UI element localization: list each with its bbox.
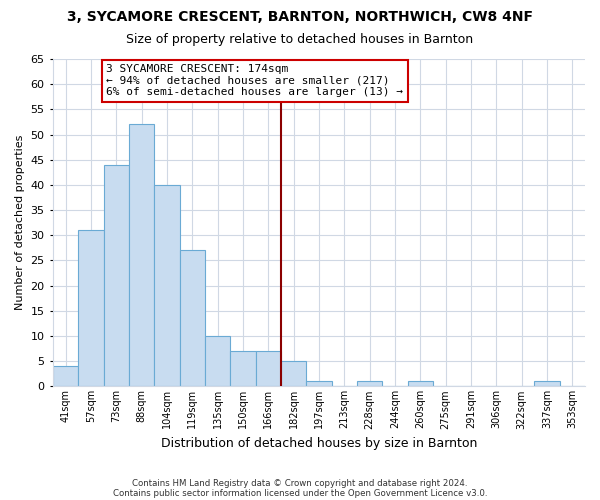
Bar	[407, 382, 433, 386]
Bar	[357, 382, 382, 386]
Text: 3 SYCAMORE CRESCENT: 174sqm
← 94% of detached houses are smaller (217)
6% of sem: 3 SYCAMORE CRESCENT: 174sqm ← 94% of det…	[106, 64, 403, 97]
Bar	[307, 382, 332, 386]
Bar	[205, 336, 230, 386]
Bar	[129, 124, 154, 386]
Bar	[281, 361, 307, 386]
X-axis label: Distribution of detached houses by size in Barnton: Distribution of detached houses by size …	[161, 437, 477, 450]
Bar	[53, 366, 79, 386]
Bar	[79, 230, 104, 386]
Bar	[104, 165, 129, 386]
Y-axis label: Number of detached properties: Number of detached properties	[15, 135, 25, 310]
Bar	[230, 351, 256, 386]
Bar	[256, 351, 281, 386]
Bar	[179, 250, 205, 386]
Text: Contains HM Land Registry data © Crown copyright and database right 2024.: Contains HM Land Registry data © Crown c…	[132, 478, 468, 488]
Bar	[535, 382, 560, 386]
Bar	[154, 185, 179, 386]
Text: Size of property relative to detached houses in Barnton: Size of property relative to detached ho…	[127, 32, 473, 46]
Text: Contains public sector information licensed under the Open Government Licence v3: Contains public sector information licen…	[113, 488, 487, 498]
Text: 3, SYCAMORE CRESCENT, BARNTON, NORTHWICH, CW8 4NF: 3, SYCAMORE CRESCENT, BARNTON, NORTHWICH…	[67, 10, 533, 24]
